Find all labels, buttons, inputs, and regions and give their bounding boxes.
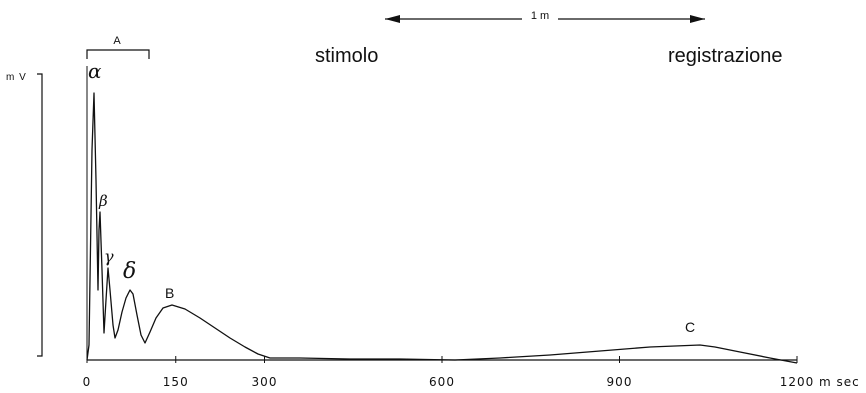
distance-arrow	[385, 10, 705, 23]
x-tick-label: 900	[607, 375, 633, 389]
peak-c-label: C	[685, 319, 695, 335]
alpha-peak-label: α	[88, 59, 102, 83]
peak-b-label: B	[165, 285, 174, 301]
x-tick-label: 0	[83, 375, 92, 389]
mv-scale-bar	[37, 73, 43, 357]
distance-label: 1 m	[531, 10, 549, 22]
x-unit-label: m sec	[819, 375, 860, 389]
x-tick-label: 600	[429, 375, 455, 389]
x-tick-label: 300	[252, 375, 278, 389]
bracket-a-label: A	[113, 35, 121, 47]
gamma-peak-label: γ	[104, 247, 114, 266]
mv-label: m V	[6, 72, 27, 83]
x-tick-label: 1200	[780, 375, 815, 389]
waveform-trace	[86, 92, 798, 364]
x-tick-label: 150	[163, 375, 189, 389]
beta-peak-label: β	[98, 192, 108, 210]
x-axis-ticks: 0 150 300 600 900 1200 m sec	[83, 356, 860, 389]
stimulus-label: stimolo	[315, 45, 378, 67]
bracket-a	[86, 49, 150, 59]
delta-peak-label: δ	[123, 259, 136, 284]
recording-label: registrazione	[668, 45, 783, 67]
